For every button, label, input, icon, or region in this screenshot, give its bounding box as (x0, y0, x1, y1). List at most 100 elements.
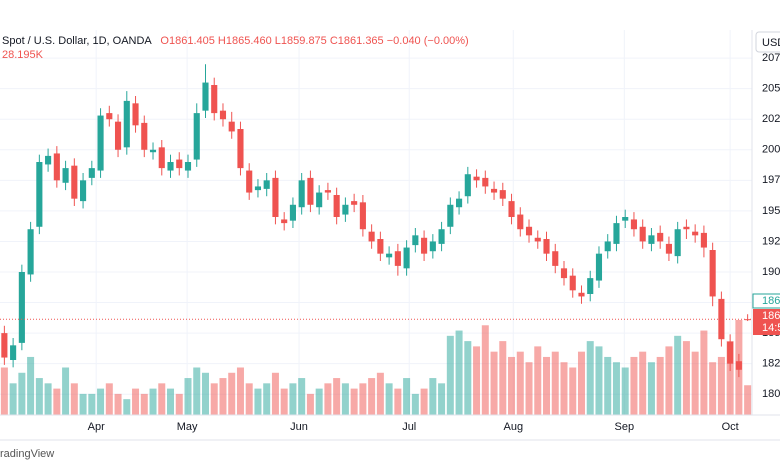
volume-bar (245, 383, 253, 415)
volume-bar (35, 378, 43, 415)
candle-body (62, 168, 69, 183)
volume-bar (219, 378, 227, 415)
candle-body (709, 250, 716, 297)
candle-body (525, 226, 533, 236)
candle-body (595, 253, 603, 281)
candle-body (316, 192, 323, 208)
volume-bar (604, 356, 612, 415)
candle-body (727, 341, 734, 364)
currency[interactable]: USD (762, 37, 780, 49)
x-tick-label: Aug (503, 421, 523, 433)
volume-bar (298, 378, 306, 415)
candle-body (473, 176, 480, 181)
volume-bar (621, 367, 629, 415)
candle-body (456, 198, 463, 208)
volume-bar (236, 367, 244, 415)
price-label-box (752, 293, 780, 309)
volume-bar (455, 330, 463, 415)
volume-bar (53, 388, 61, 415)
volume-bar (717, 356, 725, 415)
candle-body (447, 204, 454, 227)
volume-bar (639, 351, 647, 415)
candle-body (587, 278, 594, 294)
candle-body (298, 180, 305, 208)
volume-bar (132, 388, 140, 415)
candle-body (639, 226, 646, 242)
countdown-label: 14:5 (762, 322, 780, 334)
volume-bar (577, 351, 585, 415)
candle-body (665, 243, 672, 254)
candle-body (569, 275, 576, 291)
currency-box[interactable] (755, 31, 780, 53)
candle-body (735, 361, 742, 370)
candle-body (517, 214, 524, 230)
candle-body (499, 190, 506, 199)
volume-bar (175, 393, 183, 415)
volume-bar (656, 356, 664, 415)
candle-body (184, 162, 192, 171)
volume-bar (123, 399, 131, 415)
volume-bar (62, 367, 70, 415)
candle-body (202, 82, 209, 111)
volume-bar (709, 362, 717, 415)
candle-body (219, 110, 227, 120)
x-tick-label: Oct (722, 421, 739, 433)
candle-body (368, 231, 375, 242)
x-tick-label: Jul (402, 421, 416, 433)
volume-bar (516, 351, 524, 415)
price-label: 1861 (762, 295, 780, 307)
candle-body (211, 85, 218, 114)
candle-body (692, 231, 699, 236)
candle-body (36, 162, 43, 227)
candle-body (683, 226, 690, 230)
candle-body (622, 217, 629, 221)
volume-bar (376, 372, 384, 415)
volume-bar (280, 388, 288, 415)
volume-bar (27, 356, 35, 415)
candle-body (281, 219, 288, 224)
candle-body (254, 186, 262, 191)
candle-body (630, 219, 638, 230)
volume-bar (403, 378, 411, 415)
volume-bar (149, 388, 157, 415)
candle-body (718, 298, 725, 340)
candle-body (158, 147, 165, 169)
volume-bar (543, 356, 551, 415)
volume-bar (665, 346, 673, 415)
volume-bar (9, 383, 17, 415)
y-tick-label: 1800 (762, 388, 780, 400)
volume-pane (0, 320, 752, 415)
volume-bar (167, 388, 175, 415)
volume-bar (744, 385, 752, 415)
volume-bar (158, 383, 166, 415)
y-tick-label: 1950 (762, 205, 780, 217)
candle-body (97, 115, 104, 171)
y-tick-label: 1900 (762, 266, 780, 278)
volume-bar (97, 388, 105, 415)
candle-body (123, 100, 130, 148)
y-tick-label: 1975 (762, 174, 780, 186)
watermark: radingView (0, 448, 54, 460)
candle-body (552, 251, 559, 266)
volume-bar (490, 351, 498, 415)
candle-body (193, 113, 200, 160)
volume-bar (525, 362, 533, 415)
candle-body (351, 201, 358, 205)
volume-bar (114, 393, 122, 415)
candle-body (88, 168, 95, 178)
volume-bar (359, 383, 367, 415)
volume-bar (368, 378, 376, 415)
candle-body (578, 292, 585, 297)
candle-body (53, 153, 60, 181)
volume-bar (569, 367, 577, 415)
candle-body (263, 180, 270, 189)
candle-body (106, 113, 113, 120)
ohlc-readout: O1861.405 H1865.460 L1859.875 C1861.365 … (160, 35, 468, 47)
x-tick-label: May (177, 421, 198, 433)
volume-bar (70, 383, 78, 415)
candle-body (604, 241, 611, 252)
candle-body (307, 177, 314, 205)
volume-bar (674, 335, 682, 415)
volume-bar (79, 393, 87, 415)
